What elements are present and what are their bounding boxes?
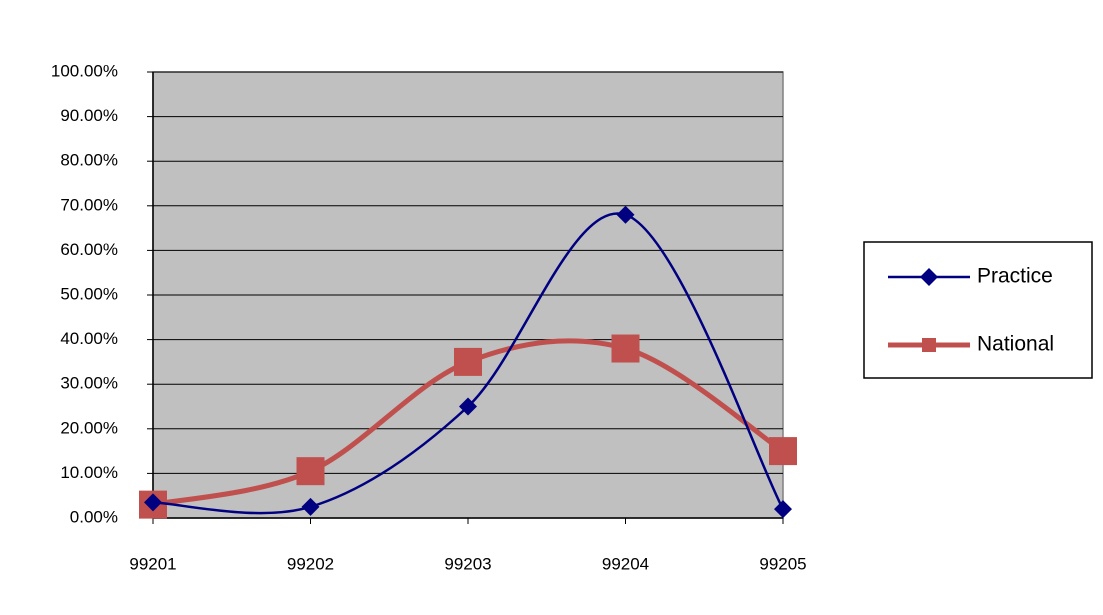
y-tick-label: 50.00% — [60, 284, 118, 303]
y-tick-label: 30.00% — [60, 374, 118, 393]
y-tick-label: 90.00% — [60, 106, 118, 125]
data-point — [616, 205, 635, 224]
legend-marker — [920, 268, 938, 286]
y-tick-label: 20.00% — [60, 418, 118, 437]
x-tick-label: 99204 — [602, 554, 649, 573]
y-tick-label: 80.00% — [60, 151, 118, 170]
x-tick-label: 99202 — [287, 554, 334, 573]
x-tick-label: 99203 — [444, 554, 491, 573]
data-point — [454, 347, 482, 376]
data-point — [769, 437, 797, 466]
x-tick-label: 99205 — [759, 554, 806, 573]
legend: Practice National — [863, 241, 1093, 379]
legend-box — [863, 241, 1093, 379]
data-point — [611, 334, 640, 363]
x-tick-label: 99201 — [129, 554, 176, 573]
data-point — [144, 493, 162, 512]
y-tick-label: 70.00% — [60, 195, 118, 214]
y-tick-label: 40.00% — [60, 329, 118, 348]
y-tick-label: 0.00% — [70, 507, 118, 526]
legend-marker — [922, 338, 936, 352]
y-tick-label: 100.00% — [51, 61, 118, 80]
legend-text: National — [977, 333, 1054, 356]
y-tick-label: 60.00% — [60, 240, 118, 259]
series-line — [152, 212, 785, 515]
data-point — [459, 397, 477, 416]
y-tick-label: 10.00% — [60, 463, 118, 482]
legend-text: Practice — [977, 265, 1053, 288]
data-point — [774, 500, 792, 519]
data-point — [296, 457, 325, 486]
data-point — [301, 497, 320, 516]
